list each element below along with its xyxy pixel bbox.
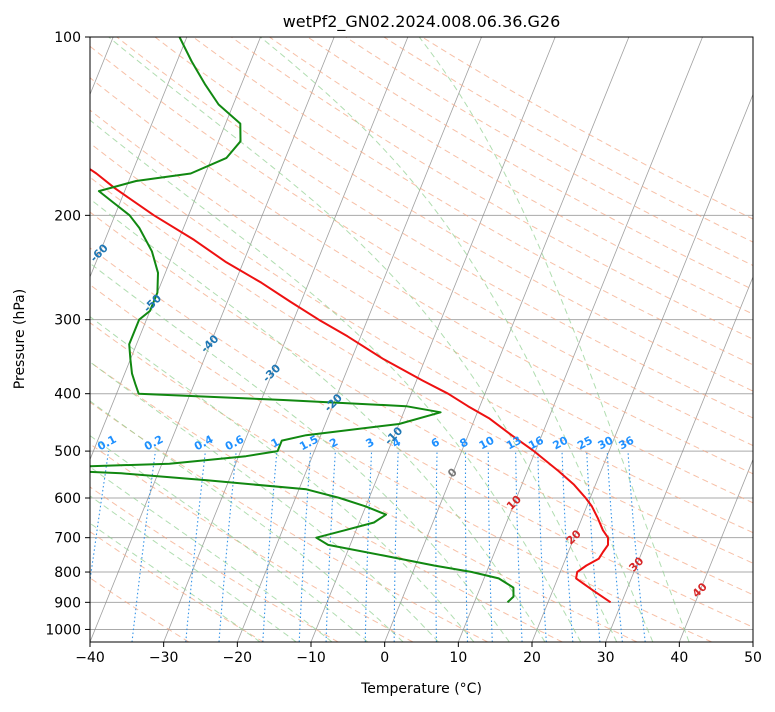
y-tick-label: 500 <box>54 444 81 460</box>
y-tick-label: 400 <box>54 387 81 403</box>
chart-title: wetPf2_GN02.2024.008.06.36.G26 <box>283 12 561 32</box>
x-tick-label: 0 <box>380 650 389 666</box>
y-tick-label: 300 <box>54 313 81 329</box>
y-tick-label: 1000 <box>45 622 81 638</box>
x-tick-label: −10 <box>296 650 326 666</box>
x-tick-label: −20 <box>223 650 253 666</box>
y-tick-label: 200 <box>54 208 81 224</box>
x-tick-label: 10 <box>449 650 467 666</box>
y-tick-label: 100 <box>54 30 81 46</box>
y-tick-label: 600 <box>54 491 81 507</box>
x-tick-label: 50 <box>744 650 762 666</box>
x-tick-label: 30 <box>597 650 615 666</box>
x-tick-label: −30 <box>149 650 179 666</box>
y-tick-label: 900 <box>54 595 81 611</box>
x-axis-label: Temperature (°C) <box>360 681 482 697</box>
x-tick-label: −40 <box>75 650 105 666</box>
y-axis-label: Pressure (hPa) <box>12 289 28 389</box>
y-tick-label: 700 <box>54 531 81 547</box>
x-tick-label: 20 <box>523 650 541 666</box>
y-tick-label: 800 <box>54 565 81 581</box>
x-tick-label: 40 <box>670 650 688 666</box>
